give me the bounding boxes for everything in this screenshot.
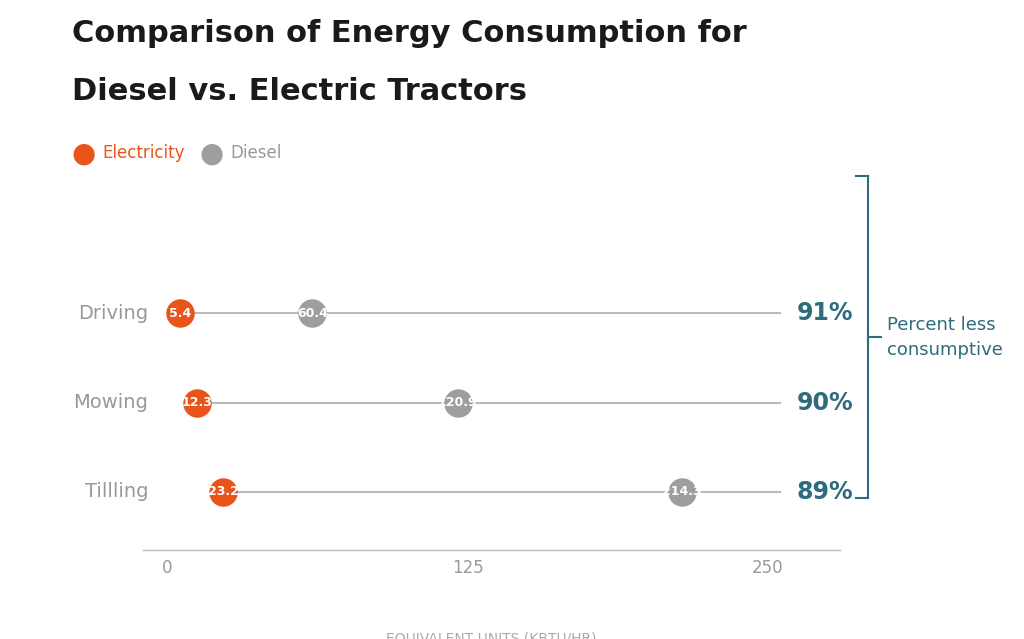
Point bbox=[450, 397, 466, 408]
Point bbox=[674, 486, 690, 497]
Text: 91%: 91% bbox=[797, 302, 853, 325]
Text: 5.4: 5.4 bbox=[169, 307, 191, 320]
Text: Driving: Driving bbox=[78, 304, 148, 323]
Text: EQUIVALENT UNITS (KBTU/HR): EQUIVALENT UNITS (KBTU/HR) bbox=[386, 632, 597, 639]
Point bbox=[188, 397, 205, 408]
Text: Diesel: Diesel bbox=[230, 144, 282, 162]
Text: ●: ● bbox=[72, 139, 96, 167]
Text: Electricity: Electricity bbox=[102, 144, 185, 162]
Text: Comparison of Energy Consumption for: Comparison of Energy Consumption for bbox=[72, 19, 746, 48]
Text: 60.4: 60.4 bbox=[297, 307, 328, 320]
Point bbox=[304, 309, 321, 319]
Text: 214.3: 214.3 bbox=[663, 485, 701, 498]
Point bbox=[172, 309, 188, 319]
Text: Diesel vs. Electric Tractors: Diesel vs. Electric Tractors bbox=[72, 77, 526, 105]
Text: 120.9: 120.9 bbox=[438, 396, 477, 409]
Text: Tillling: Tillling bbox=[85, 482, 148, 501]
Text: Mowing: Mowing bbox=[74, 393, 148, 412]
Text: 12.3: 12.3 bbox=[181, 396, 212, 409]
Text: ●: ● bbox=[200, 139, 224, 167]
Text: Percent less
consumptive: Percent less consumptive bbox=[887, 316, 1002, 358]
Text: 89%: 89% bbox=[797, 480, 853, 504]
Text: 23.2: 23.2 bbox=[208, 485, 239, 498]
Text: 90%: 90% bbox=[797, 390, 853, 415]
Point bbox=[215, 486, 231, 497]
